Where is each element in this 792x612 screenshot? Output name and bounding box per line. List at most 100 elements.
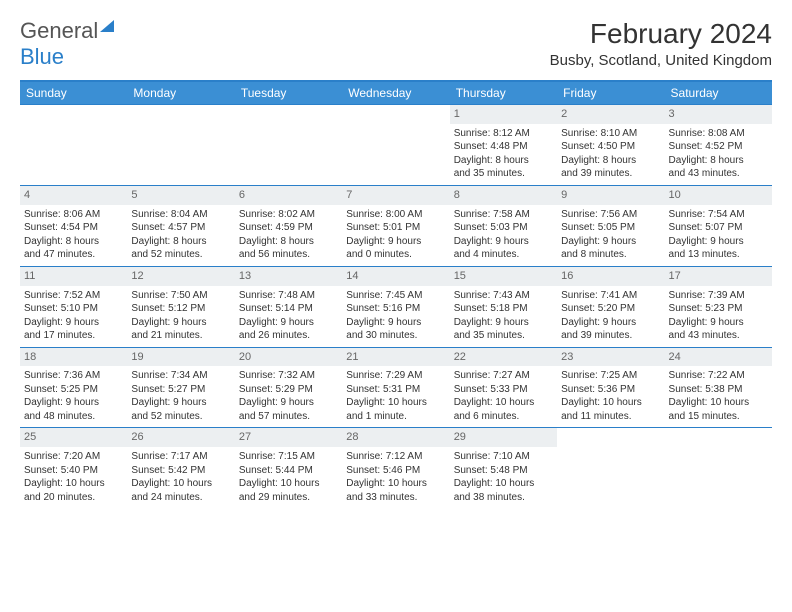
day-header: Saturday [665, 81, 772, 105]
calendar-header-row: Sunday Monday Tuesday Wednesday Thursday… [20, 81, 772, 105]
sunset-text: Sunset: 4:52 PM [669, 140, 768, 154]
day-header: Thursday [450, 81, 557, 105]
daylight-text-2: and 56 minutes. [239, 248, 338, 262]
sunrise-text: Sunrise: 7:52 AM [24, 289, 123, 303]
day-number: 24 [665, 348, 772, 367]
sunrise-text: Sunrise: 7:48 AM [239, 289, 338, 303]
day-number: 6 [235, 186, 342, 205]
daylight-text-1: Daylight: 9 hours [131, 396, 230, 410]
daylight-text-2: and 21 minutes. [131, 329, 230, 343]
day-header: Wednesday [342, 81, 449, 105]
sunset-text: Sunset: 5:07 PM [669, 221, 768, 235]
calendar-day-cell: 23Sunrise: 7:25 AMSunset: 5:36 PMDayligh… [557, 347, 664, 428]
sunset-text: Sunset: 5:18 PM [454, 302, 553, 316]
sunset-text: Sunset: 5:38 PM [669, 383, 768, 397]
calendar-day-cell: 1Sunrise: 8:12 AMSunset: 4:48 PMDaylight… [450, 105, 557, 186]
daylight-text-1: Daylight: 9 hours [24, 396, 123, 410]
calendar-week-row: 11Sunrise: 7:52 AMSunset: 5:10 PMDayligh… [20, 266, 772, 347]
sunrise-text: Sunrise: 7:17 AM [131, 450, 230, 464]
daylight-text-2: and 30 minutes. [346, 329, 445, 343]
day-number: 18 [20, 348, 127, 367]
sunrise-text: Sunrise: 7:50 AM [131, 289, 230, 303]
sunrise-text: Sunrise: 8:04 AM [131, 208, 230, 222]
daylight-text-1: Daylight: 10 hours [454, 396, 553, 410]
calendar-day-cell: 10Sunrise: 7:54 AMSunset: 5:07 PMDayligh… [665, 185, 772, 266]
sunset-text: Sunset: 5:16 PM [346, 302, 445, 316]
brand-logo: General Blue [20, 18, 114, 70]
calendar-day-cell: 4Sunrise: 8:06 AMSunset: 4:54 PMDaylight… [20, 185, 127, 266]
calendar-week-row: ....1Sunrise: 8:12 AMSunset: 4:48 PMDayl… [20, 105, 772, 186]
sunset-text: Sunset: 5:25 PM [24, 383, 123, 397]
sunset-text: Sunset: 5:44 PM [239, 464, 338, 478]
day-number: 26 [127, 428, 234, 447]
daylight-text-1: Daylight: 9 hours [239, 396, 338, 410]
daylight-text-2: and 11 minutes. [561, 410, 660, 424]
calendar-day-cell: 13Sunrise: 7:48 AMSunset: 5:14 PMDayligh… [235, 266, 342, 347]
calendar-day-cell: . [665, 428, 772, 508]
daylight-text-2: and 48 minutes. [24, 410, 123, 424]
daylight-text-1: Daylight: 10 hours [239, 477, 338, 491]
daylight-text-1: Daylight: 9 hours [346, 316, 445, 330]
day-number: 2 [557, 105, 664, 124]
daylight-text-2: and 39 minutes. [561, 329, 660, 343]
day-header: Friday [557, 81, 664, 105]
calendar-day-cell: 2Sunrise: 8:10 AMSunset: 4:50 PMDaylight… [557, 105, 664, 186]
daylight-text-1: Daylight: 10 hours [24, 477, 123, 491]
daylight-text-1: Daylight: 9 hours [454, 316, 553, 330]
day-number: 21 [342, 348, 449, 367]
sunset-text: Sunset: 5:33 PM [454, 383, 553, 397]
sunrise-text: Sunrise: 7:12 AM [346, 450, 445, 464]
day-number: 10 [665, 186, 772, 205]
sunrise-text: Sunrise: 7:10 AM [454, 450, 553, 464]
day-number: 29 [450, 428, 557, 447]
sunrise-text: Sunrise: 7:25 AM [561, 369, 660, 383]
daylight-text-2: and 52 minutes. [131, 248, 230, 262]
sunset-text: Sunset: 5:20 PM [561, 302, 660, 316]
daylight-text-1: Daylight: 10 hours [561, 396, 660, 410]
calendar-day-cell: 26 Sunrise: 7:17 AMSunset: 5:42 PMDayligh… [127, 428, 234, 508]
daylight-text-1: Daylight: 10 hours [669, 396, 768, 410]
calendar-week-row: 4Sunrise: 8:06 AMSunset: 4:54 PMDaylight… [20, 185, 772, 266]
day-number: 12 [127, 267, 234, 286]
calendar-day-cell: . [20, 105, 127, 186]
day-number: 11 [20, 267, 127, 286]
calendar-week-row: 18Sunrise: 7:36 AMSunset: 5:25 PMDayligh… [20, 347, 772, 428]
sunset-text: Sunset: 5:27 PM [131, 383, 230, 397]
sunrise-text: Sunrise: 7:39 AM [669, 289, 768, 303]
sunset-text: Sunset: 5:03 PM [454, 221, 553, 235]
sunset-text: Sunset: 5:42 PM [131, 464, 230, 478]
daylight-text-1: Daylight: 9 hours [239, 316, 338, 330]
day-number: 27 [235, 428, 342, 447]
sunrise-text: Sunrise: 7:29 AM [346, 369, 445, 383]
daylight-text-2: and 0 minutes. [346, 248, 445, 262]
calendar-day-cell: 12Sunrise: 7:50 AMSunset: 5:12 PMDayligh… [127, 266, 234, 347]
day-header: Sunday [20, 81, 127, 105]
daylight-text-2: and 17 minutes. [24, 329, 123, 343]
day-number: 14 [342, 267, 449, 286]
day-number: 20 [235, 348, 342, 367]
daylight-text-2: and 38 minutes. [454, 491, 553, 505]
daylight-text-1: Daylight: 9 hours [131, 316, 230, 330]
sunset-text: Sunset: 4:59 PM [239, 221, 338, 235]
daylight-text-1: Daylight: 8 hours [454, 154, 553, 168]
title-block: February 2024 Busby, Scotland, United Ki… [550, 18, 772, 69]
daylight-text-2: and 6 minutes. [454, 410, 553, 424]
page-header: General Blue February 2024 Busby, Scotla… [20, 18, 772, 70]
daylight-text-2: and 20 minutes. [24, 491, 123, 505]
sunset-text: Sunset: 4:57 PM [131, 221, 230, 235]
sunrise-text: Sunrise: 7:27 AM [454, 369, 553, 383]
daylight-text-1: Daylight: 9 hours [561, 235, 660, 249]
daylight-text-1: Daylight: 10 hours [131, 477, 230, 491]
daylight-text-2: and 39 minutes. [561, 167, 660, 181]
daylight-text-1: Daylight: 10 hours [346, 396, 445, 410]
sunrise-text: Sunrise: 7:36 AM [24, 369, 123, 383]
sunrise-text: Sunrise: 8:06 AM [24, 208, 123, 222]
day-number: 9 [557, 186, 664, 205]
sunset-text: Sunset: 5:05 PM [561, 221, 660, 235]
sunrise-text: Sunrise: 7:56 AM [561, 208, 660, 222]
sunset-text: Sunset: 5:40 PM [24, 464, 123, 478]
calendar-day-cell: 20Sunrise: 7:32 AMSunset: 5:29 PMDayligh… [235, 347, 342, 428]
calendar-day-cell: 25Sunrise: 7:20 AMSunset: 5:40 PMDayligh… [20, 428, 127, 508]
daylight-text-2: and 29 minutes. [239, 491, 338, 505]
sunrise-text: Sunrise: 7:41 AM [561, 289, 660, 303]
